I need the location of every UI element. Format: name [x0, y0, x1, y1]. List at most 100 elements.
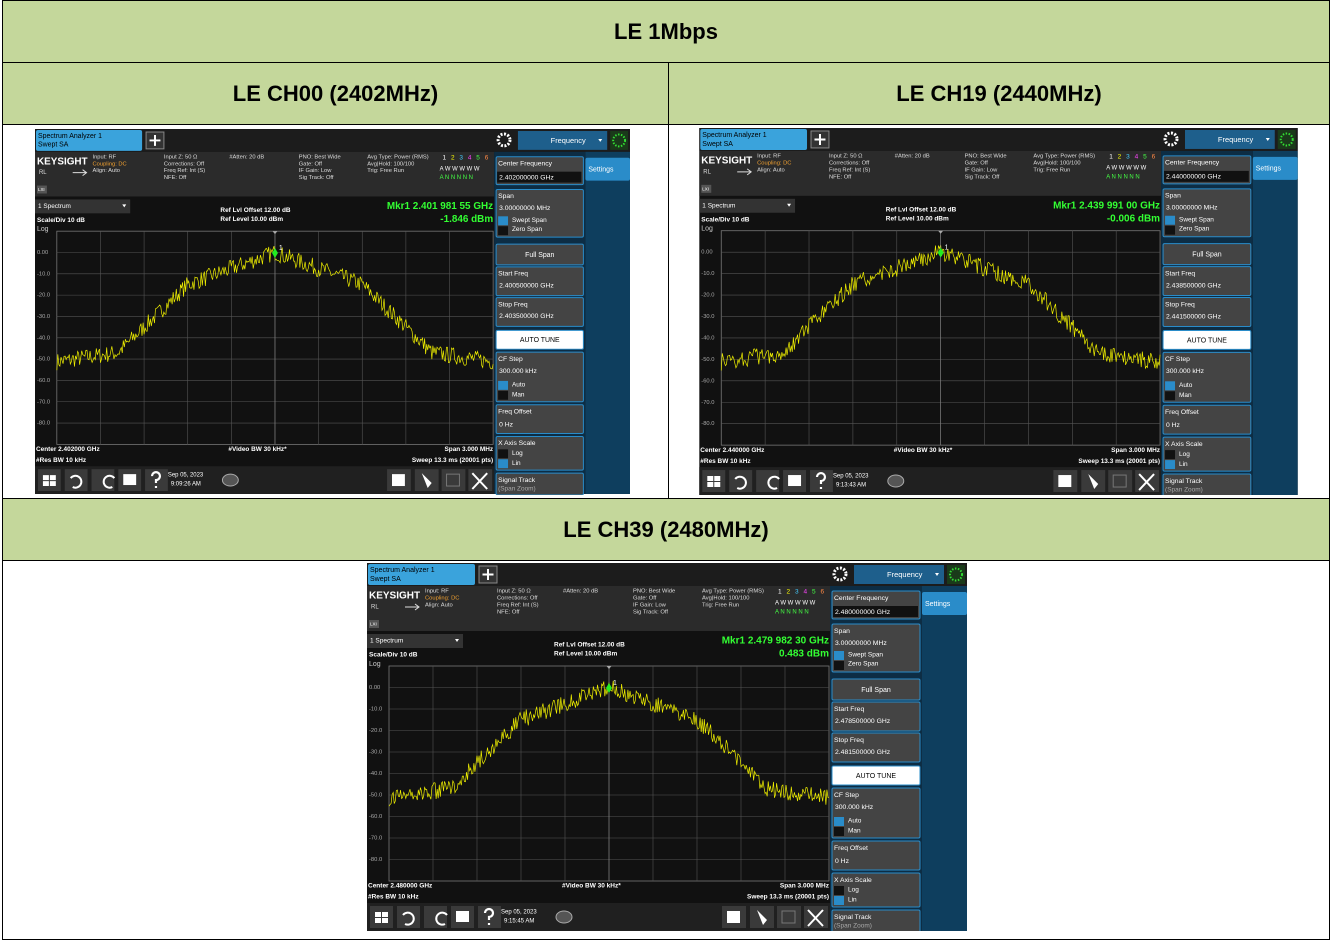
marker-level: -1.846 dBm: [440, 214, 493, 225]
info-text: Sig Track: Off: [633, 610, 668, 616]
res-bw: #Res BW 10 kHz: [368, 894, 419, 901]
trace-number: 1: [778, 589, 782, 596]
fullscreen-icon: [807, 909, 824, 927]
softkey-value: 300.000 kHz: [1166, 368, 1205, 375]
mode-button: [517, 131, 608, 150]
marker-number: 1: [613, 680, 617, 687]
softkey-label: AUTO TUNE: [520, 337, 560, 344]
toggle-indicator: [498, 390, 509, 400]
softkey-label: Stop Freq: [834, 737, 864, 744]
trace-row: A W W W W W: [775, 601, 816, 607]
window-select: [35, 199, 131, 214]
y-axis-label: -40.0: [369, 771, 382, 777]
video-bw: #Video BW 30 kHz*: [894, 447, 953, 454]
marker-readout: Mkr1 2.479 982 30 GHz: [722, 636, 829, 647]
softkey-value: 2.481500000 GHz: [835, 749, 891, 756]
touch-icon: [1088, 474, 1099, 490]
status-button: [1277, 129, 1296, 149]
touch-icon: [757, 910, 767, 925]
softkey-value: 0 Hz: [835, 858, 850, 865]
settings-label: Settings: [1256, 166, 1282, 173]
toggle-indicator: [498, 380, 509, 390]
keypad-icon: [1058, 475, 1072, 488]
settings-label: Settings: [925, 601, 951, 608]
y-axis-label: 0.00: [369, 685, 380, 691]
softkey-value: 2.480000000 GHz: [835, 609, 891, 616]
softkey-option: Man: [1179, 392, 1192, 399]
tab-label: Swept SA: [38, 142, 69, 149]
softkey-x-axis-scale: [1162, 436, 1252, 472]
info-text: Avg Type: Power (RMS): [702, 589, 764, 595]
y-axis-label: -40.0: [37, 335, 50, 341]
redo-icon: [767, 475, 780, 490]
trace-row: A W W W W W: [440, 166, 480, 172]
toggle-indicator: [498, 226, 509, 236]
folder-icon: [123, 474, 137, 486]
trace-number: 2: [451, 154, 455, 161]
softkey-start-freq: [1162, 266, 1252, 297]
softkey-signal-track: [1162, 473, 1252, 495]
fullscreen-icon: [1138, 473, 1155, 491]
taskbar-button: [1108, 470, 1133, 493]
softkey-label: Stop Freq: [498, 301, 528, 308]
mode-tab: [700, 128, 808, 150]
trace-number: 1: [443, 154, 447, 161]
settings-column: [585, 151, 630, 494]
info-text: Avg|Hold: 100/100: [367, 161, 414, 167]
sweep-label: Sweep 13.3 ms (20001 pts): [412, 457, 493, 464]
ref-level: Ref Level 10.00 dBm: [220, 216, 283, 223]
info-text: Trig: Free Run: [702, 603, 739, 609]
trace-number: 6: [485, 154, 489, 161]
softkey-label: Start Freq: [834, 706, 864, 713]
notification-icon: [555, 910, 573, 924]
softkey-option: Auto: [1179, 382, 1193, 389]
softkey-label: Signal Track: [834, 914, 872, 921]
trace-number: 3: [459, 154, 463, 161]
y-axis-label: -60.0: [701, 378, 714, 384]
info-bar: [367, 586, 830, 631]
info-text: Gate: Off: [299, 161, 323, 167]
tab-label: Swept SA: [370, 576, 401, 583]
softkey-value: 0 Hz: [499, 421, 513, 428]
taskbar-button: [370, 906, 393, 928]
analyzer-screen: Spectrum Analyzer 1 Swept SA Frequency KEYS…: [699, 128, 1298, 495]
tab-label: Spectrum Analyzer 1: [370, 567, 435, 574]
help-icon: [150, 471, 162, 489]
log-label: Log: [369, 661, 381, 668]
plus-icon: [482, 569, 494, 580]
dropdown-arrow: [598, 138, 603, 142]
top-bar: [35, 129, 630, 152]
rl-label: RL: [703, 169, 711, 175]
softkey-option: Lin: [1179, 461, 1188, 468]
softkey-label: AUTO TUNE: [1187, 337, 1227, 344]
y-axis-label: -30.0: [701, 314, 714, 320]
keypad-icon: [727, 911, 740, 923]
brand: KEYSIGHT: [701, 156, 752, 167]
sweep-label: Sweep 13.3 ms (20001 pts): [747, 894, 829, 901]
softkey-value: 0 Hz: [1166, 422, 1181, 429]
analyzer-screen: Spectrum Analyzer 1 Swept SA Frequency KEYS…: [367, 563, 967, 931]
marker-readout: Mkr1 2.439 991 00 GHz: [1053, 200, 1160, 211]
softkey-full-span: [1162, 243, 1252, 266]
toggle-indicator: [834, 651, 844, 660]
lxi-label: LXI: [38, 187, 45, 192]
info-text: Sig Track: Off: [965, 174, 1000, 180]
info-text: Align: Auto: [93, 168, 120, 174]
input-icon: [72, 169, 88, 177]
info-text: IF Gain: Low: [299, 168, 332, 174]
info-text: Input Z: 50 Ω: [497, 589, 531, 595]
y-axis-label: -30.0: [369, 750, 382, 756]
info-text: #Atten: 20 dB: [563, 589, 598, 595]
trace-number: 3: [795, 589, 799, 596]
time-label: 9:15:45 AM: [504, 919, 534, 925]
softkey-auto-tune: [1162, 329, 1252, 350]
softkey-cf-step: [495, 351, 584, 403]
info-text: Trig: Free Run: [1033, 167, 1070, 173]
y-axis-label: -40.0: [701, 335, 714, 341]
softkey-label: Full Span: [1192, 251, 1222, 258]
softkey-value: 2.400500000 GHz: [499, 282, 554, 289]
dropdown-arrow: [787, 203, 792, 207]
spinner: [1279, 132, 1294, 147]
info-bar: [35, 151, 495, 197]
softkey-value: 3.00000000 MHz: [1166, 205, 1218, 212]
